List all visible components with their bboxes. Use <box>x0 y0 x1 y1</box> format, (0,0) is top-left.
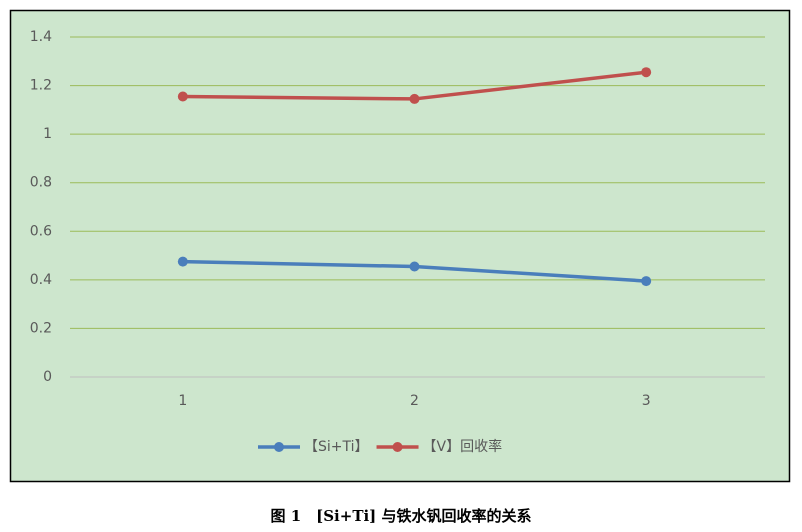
caption: 图 1 [Si+Ti] 与铁水钒回收率的关系 <box>270 507 531 525</box>
x-tick-label: 2 <box>410 393 419 409</box>
point <box>177 256 188 267</box>
point <box>641 67 652 78</box>
point <box>409 261 420 272</box>
point <box>641 276 652 287</box>
y-tick-label: 0.6 <box>30 223 52 239</box>
chart-frame <box>9 9 791 483</box>
legend-marker <box>392 442 403 452</box>
legend-marker <box>274 442 284 452</box>
point <box>177 91 188 102</box>
y-tick-label: 1.4 <box>30 29 52 45</box>
y-tick-label: 0.4 <box>30 272 52 288</box>
y-tick-label: 1 <box>43 126 52 142</box>
y-tick-label: 0 <box>43 369 52 385</box>
y-tick-label: 0.2 <box>30 320 52 336</box>
y-tick-label: 0.8 <box>30 175 52 191</box>
legend-label: 【Si+Ti】 <box>304 439 369 455</box>
x-tick-label: 1 <box>178 393 187 409</box>
y-tick-label: 1.2 <box>30 78 52 94</box>
legend-label: 【V】回收率 <box>423 438 503 455</box>
x-tick-label: 3 <box>642 393 651 409</box>
point <box>409 93 420 104</box>
